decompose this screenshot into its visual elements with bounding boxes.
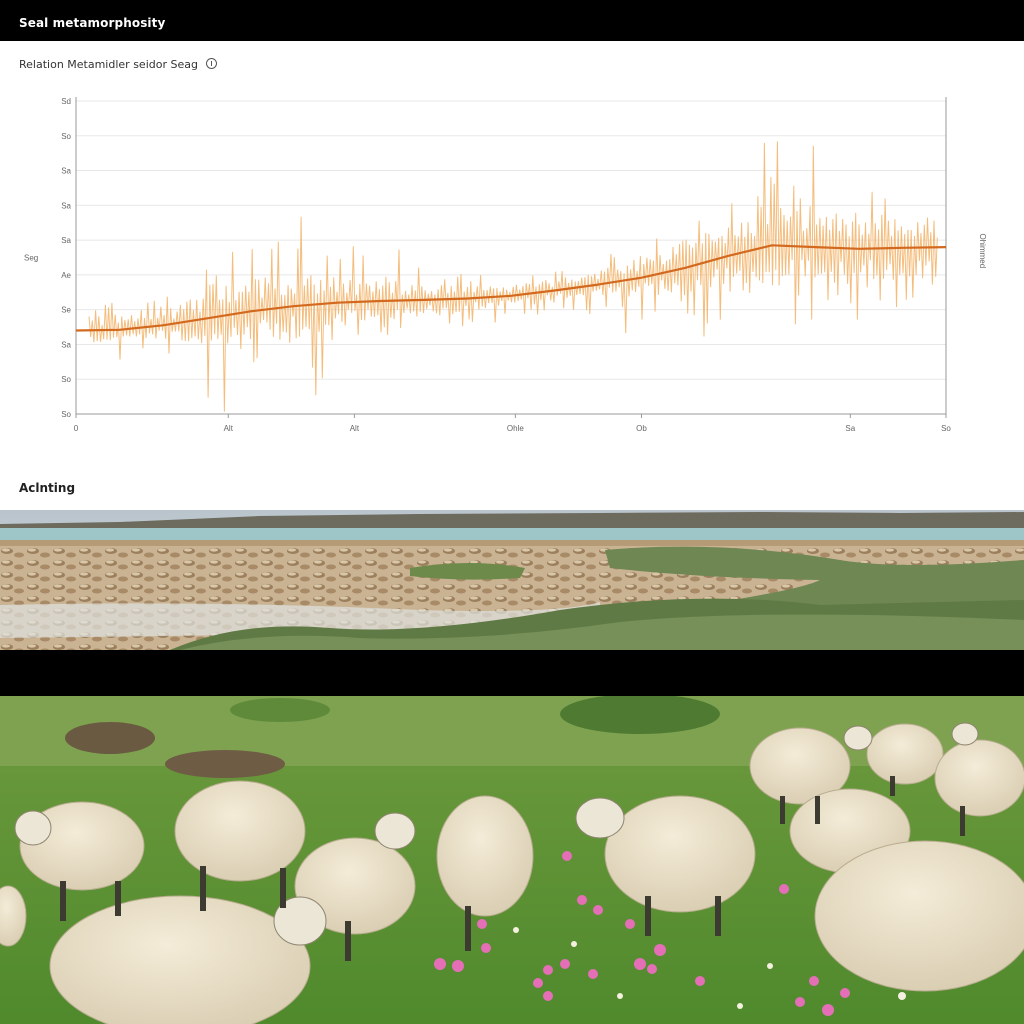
y-tick-label: Sa bbox=[61, 201, 71, 210]
y2-axis-label: Ohimmed bbox=[978, 234, 987, 269]
y-axis-label: Seg bbox=[24, 254, 38, 263]
x-tick-label: Alt bbox=[224, 424, 234, 433]
y-tick-label: So bbox=[61, 410, 71, 419]
signal-series-line bbox=[88, 141, 938, 412]
panel-title-text: Relation Metamidler seidor Seag bbox=[19, 58, 198, 71]
x-tick-label: So bbox=[941, 424, 951, 433]
sheep-meadow-photo bbox=[0, 696, 1024, 1024]
y-tick-label: So bbox=[61, 375, 71, 384]
y-tick-label: So bbox=[61, 132, 71, 141]
section-label: Aclnting bbox=[19, 481, 76, 495]
y-tick-label: Sa bbox=[61, 167, 71, 176]
y-tick-label: Se bbox=[61, 306, 71, 315]
chart: So So Sa Se Ae Sa Sa Sa So Sd 0 Alt Alt Ohle Ob Sa So Seg… bbox=[24, 97, 987, 433]
panel-title: Relation Metamidler seidor Seag bbox=[19, 58, 218, 71]
x-tick-label: Sa bbox=[845, 424, 855, 433]
divider-band bbox=[0, 650, 1024, 696]
x-tick-label: 0 bbox=[74, 424, 79, 433]
y-tick-label: Sa bbox=[61, 236, 71, 245]
y-tick-label: Sa bbox=[61, 340, 71, 349]
y-tick-label: Ae bbox=[61, 271, 71, 280]
title-bar: Seal metamorphosity bbox=[0, 0, 1024, 41]
x-tick-label: Ohle bbox=[507, 424, 524, 433]
y-tick-label: Sd bbox=[61, 97, 71, 106]
x-tick-label: Ob bbox=[636, 424, 647, 433]
coastal-rock-flats-photo bbox=[0, 510, 1024, 650]
info-icon[interactable] bbox=[206, 58, 218, 69]
chart-panel: Relation Metamidler seidor Seag So So Sa Se… bbox=[0, 41, 1024, 510]
window-title: Seal metamorphosity bbox=[19, 16, 166, 30]
trend-series-line bbox=[75, 244, 947, 332]
x-tick-label: Alt bbox=[350, 424, 360, 433]
